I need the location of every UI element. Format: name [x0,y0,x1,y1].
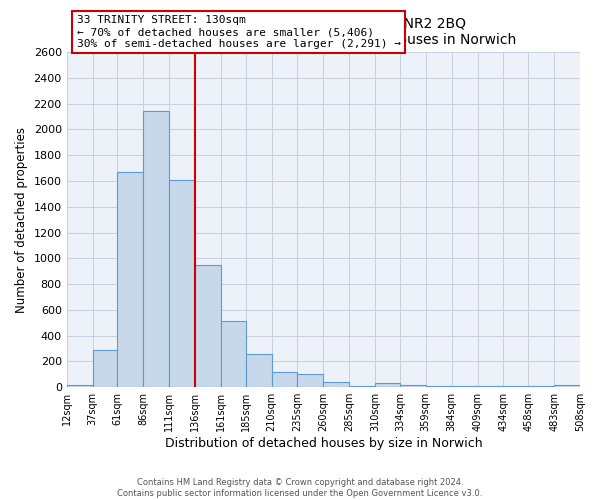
Bar [452,386,478,387]
Bar [272,372,298,387]
Title: 33, TRINITY STREET, NORWICH, NR2 2BQ
Size of property relative to detached house: 33, TRINITY STREET, NORWICH, NR2 2BQ Siz… [130,16,517,46]
Bar [375,384,400,387]
Bar [298,374,323,387]
Bar [118,172,143,387]
Bar [503,386,528,387]
Text: 33 TRINITY STREET: 130sqm
← 70% of detached houses are smaller (5,406)
30% of se: 33 TRINITY STREET: 130sqm ← 70% of detac… [77,16,401,48]
Bar [323,382,349,387]
Bar [195,264,221,387]
Bar [246,354,272,387]
Bar [400,384,426,387]
Bar [426,386,452,387]
Bar [92,350,118,387]
Bar [349,386,375,387]
Bar [478,386,503,387]
Y-axis label: Number of detached properties: Number of detached properties [15,126,28,312]
Bar [143,112,169,387]
Bar [169,180,195,387]
Text: Contains HM Land Registry data © Crown copyright and database right 2024.
Contai: Contains HM Land Registry data © Crown c… [118,478,482,498]
Bar [67,384,92,387]
Bar [528,386,554,387]
Bar [554,384,580,387]
Bar [221,322,246,387]
X-axis label: Distribution of detached houses by size in Norwich: Distribution of detached houses by size … [164,437,482,450]
